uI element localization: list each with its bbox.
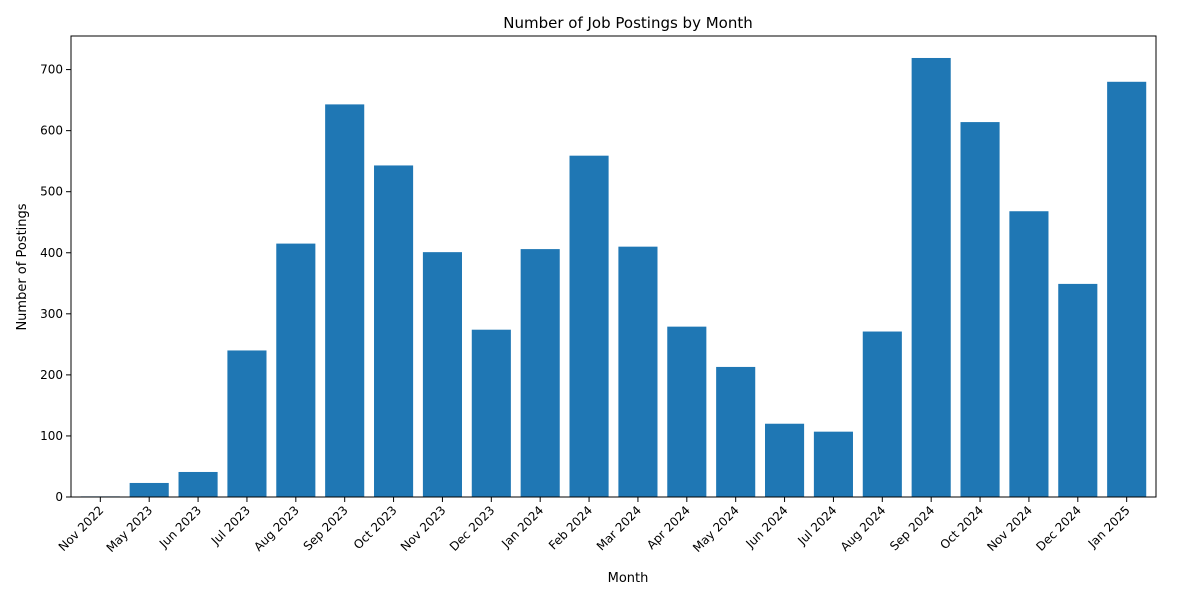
bar-aug-2024 [862, 331, 902, 497]
y-tick-label: 400 [40, 246, 63, 260]
bar-jul-2023 [227, 350, 267, 497]
bar-oct-2023 [374, 165, 414, 497]
y-tick-label: 500 [40, 185, 63, 199]
bar-jun-2024 [765, 423, 805, 497]
bar-jul-2024 [813, 431, 853, 497]
x-tick-label: Nov 2022 [56, 503, 107, 554]
bar-jan-2025 [1107, 81, 1147, 497]
x-tick-label: Aug 2023 [251, 503, 302, 554]
bar-apr-2024 [667, 326, 707, 497]
x-axis-title: Month [608, 571, 649, 586]
x-tick-label: Jun 2023 [156, 503, 204, 551]
y-tick-label: 700 [40, 63, 63, 77]
x-tick-label: Apr 2024 [644, 503, 693, 552]
x-tick-label: May 2023 [104, 503, 156, 555]
x-tick-label: Jul 2023 [208, 503, 253, 548]
bar-nov-2024 [1009, 211, 1049, 498]
x-tick-label: Jun 2024 [743, 503, 791, 551]
y-tick-label: 300 [40, 307, 63, 321]
bar-aug-2023 [276, 243, 316, 497]
bar-may-2023 [129, 482, 169, 497]
x-tick-label: Aug 2024 [838, 503, 889, 554]
bar-nov-2023 [422, 252, 462, 497]
x-tick-label: Dec 2023 [447, 503, 498, 554]
bar-jan-2024 [520, 249, 560, 497]
x-tick-label: Feb 2024 [546, 503, 595, 552]
x-tick-label: Oct 2023 [351, 503, 400, 552]
bar-sep-2024 [911, 57, 951, 497]
x-tick-label: Sep 2023 [301, 503, 351, 553]
y-tick-label: 0 [55, 490, 63, 504]
x-tick-label: Mar 2024 [594, 503, 644, 553]
y-tick-label: 600 [40, 124, 63, 138]
bar-oct-2024 [960, 122, 1000, 497]
x-tick-label: Sep 2024 [887, 503, 937, 553]
bar-sep-2023 [325, 104, 365, 497]
x-tick-label: Jul 2024 [794, 503, 839, 548]
bar-feb-2024 [569, 155, 609, 497]
chart-title: Number of Job Postings by Month [503, 14, 753, 32]
y-tick-label: 200 [40, 368, 63, 382]
x-tick-label: May 2024 [690, 503, 742, 555]
plot-frame [70, 35, 1157, 498]
y-tick-label: 100 [40, 429, 63, 443]
y-axis-title: Number of Postings [15, 203, 30, 330]
y-axis: 0 100 200 300 400 500 600 700 [40, 63, 71, 504]
x-tick-label: Jan 2025 [1085, 503, 1133, 551]
bar-jun-2023 [178, 471, 218, 497]
x-tick-label: Nov 2023 [398, 503, 449, 554]
x-tick-label: Jan 2024 [498, 503, 546, 551]
bar-dec-2023 [471, 329, 511, 497]
x-tick-label: Dec 2024 [1033, 503, 1084, 554]
bars-group [80, 57, 1147, 498]
x-tick-label: Nov 2024 [984, 503, 1035, 554]
bar-may-2024 [716, 366, 756, 497]
bar-mar-2024 [618, 246, 658, 497]
x-tick-label: Oct 2024 [937, 503, 986, 552]
bar-dec-2024 [1058, 283, 1098, 497]
